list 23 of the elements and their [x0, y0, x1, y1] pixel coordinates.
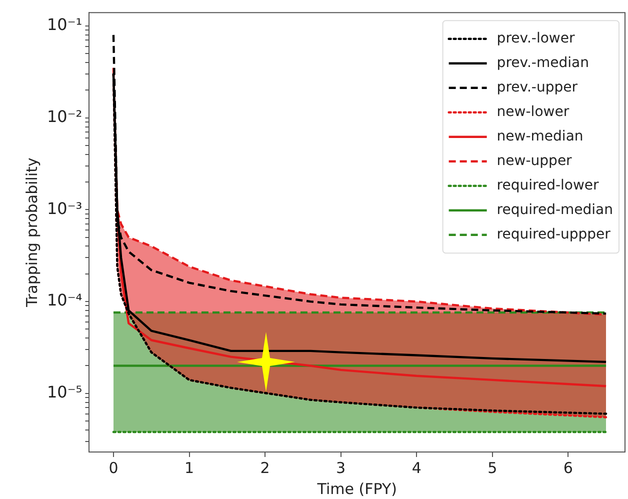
x-tick-label: 2	[260, 458, 270, 477]
legend-label: new-upper	[496, 152, 572, 169]
x-tick-label: 6	[563, 458, 573, 477]
y-tick-label: 10⁻²	[47, 107, 82, 126]
x-axis-title: Time (FPY)	[316, 480, 397, 498]
legend-label: required-uppper	[496, 226, 611, 242]
y-tick-label: 10⁻⁵	[47, 382, 82, 402]
y-tick-label: 10⁻³	[47, 198, 82, 218]
legend-label: new-median	[496, 128, 584, 144]
x-tick-label: 0	[108, 458, 118, 477]
legend-label: new-lower	[496, 104, 570, 120]
x-tick-label: 3	[336, 458, 346, 477]
y-tick-label: 10⁻⁴	[47, 290, 82, 310]
x-tick-label: 1	[184, 458, 194, 477]
y-tick-label: 10⁻¹	[47, 15, 82, 34]
legend-label: required-median	[496, 202, 614, 218]
x-tick-label: 4	[412, 458, 422, 477]
legend-label: prev.-upper	[496, 79, 578, 96]
y-axis-title: Trapping probability	[22, 158, 41, 308]
legend-label: prev.-lower	[496, 30, 575, 46]
legend-label: required-lower	[496, 177, 600, 194]
x-tick-label: 5	[488, 458, 498, 477]
legend-label: prev.-median	[496, 54, 589, 71]
